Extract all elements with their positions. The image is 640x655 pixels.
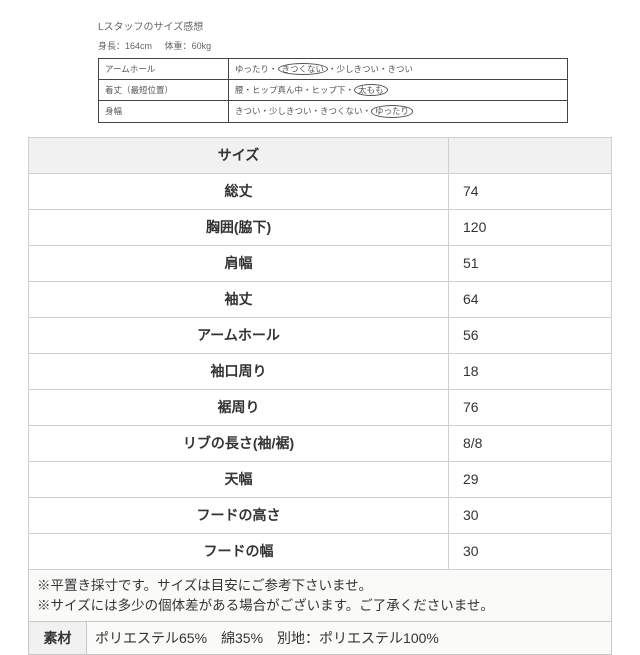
- fit-label: 着丈（最短位置）: [99, 80, 229, 101]
- material-label: 素材: [29, 622, 87, 654]
- fit-label: アームホール: [99, 59, 229, 80]
- size-row: リブの長さ(袖/裾)8/8: [29, 425, 612, 461]
- fit-circled: 太もも: [354, 84, 388, 96]
- size-row: アームホール56: [29, 317, 612, 353]
- fit-row: アームホールゆったり・きつくない・少しきつい・きつい: [99, 59, 568, 80]
- size-row-label: 天幅: [29, 461, 449, 497]
- weight-value: 60kg: [192, 41, 212, 51]
- staff-stats: 身長：164cm 体重：60kg: [98, 39, 612, 52]
- size-row-value: 29: [449, 461, 612, 497]
- size-row-value: 56: [449, 317, 612, 353]
- note-line-1: ※平置き採寸です。サイズは目安にご参考下さいませ。: [37, 578, 372, 593]
- fit-options: きつい・少しきつい・きつくない・ゆったり: [229, 101, 568, 122]
- size-row: 肩幅51: [29, 245, 612, 281]
- size-row-value: 120: [449, 209, 612, 245]
- size-row: 天幅29: [29, 461, 612, 497]
- size-row: フードの高さ30: [29, 497, 612, 533]
- size-row: 胸囲(脇下)120: [29, 209, 612, 245]
- fit-options: ゆったり・きつくない・少しきつい・きつい: [229, 59, 568, 80]
- size-row-value: 18: [449, 353, 612, 389]
- height-label: 身長：: [98, 41, 125, 51]
- material-row: 素材 ポリエステル65% 綿35% 別地：ポリエステル100%: [29, 622, 612, 654]
- size-row: 袖口周り18: [29, 353, 612, 389]
- size-row-label: 袖口周り: [29, 353, 449, 389]
- size-row-value: 51: [449, 245, 612, 281]
- fit-circled: ゆったり: [371, 105, 413, 117]
- fit-row: 着丈（最短位置）腰・ヒップ真ん中・ヒップ下・太もも: [99, 80, 568, 101]
- fit-label: 身幅: [99, 101, 229, 122]
- note-line-2: ※サイズには多少の個体差がある場合がございます。ご了承くださいませ。: [37, 598, 494, 613]
- fit-pre: 腰・ヒップ真ん中・ヒップ下・: [235, 85, 354, 95]
- size-row-label: 総丈: [29, 173, 449, 209]
- size-header: サイズ: [29, 137, 449, 173]
- fit-options: 腰・ヒップ真ん中・ヒップ下・太もも: [229, 80, 568, 101]
- fit-post: ・少しきつい・きつい: [328, 64, 413, 74]
- size-row-value: 76: [449, 389, 612, 425]
- size-table: サイズ総丈74胸囲(脇下)120肩幅51袖丈64アームホール56袖口周り18裾周…: [28, 137, 612, 570]
- size-row-label: フードの幅: [29, 533, 449, 569]
- size-row-label: 裾周り: [29, 389, 449, 425]
- size-header-row: サイズ: [29, 137, 612, 173]
- fit-circled: きつくない: [278, 63, 329, 75]
- size-row-label: 胸囲(脇下): [29, 209, 449, 245]
- fit-row: 身幅きつい・少しきつい・きつくない・ゆったり: [99, 101, 568, 122]
- weight-label: 体重：: [165, 41, 192, 51]
- staff-impression-title: Lスタッフのサイズ感想: [98, 18, 612, 33]
- size-row: フードの幅30: [29, 533, 612, 569]
- notes-box: ※平置き採寸です。サイズは目安にご参考下さいませ。 ※サイズには多少の個体差があ…: [28, 570, 612, 623]
- size-row-value: 30: [449, 533, 612, 569]
- height-value: 164cm: [125, 41, 152, 51]
- size-row-value: 8/8: [449, 425, 612, 461]
- size-row-label: フードの高さ: [29, 497, 449, 533]
- size-row: 総丈74: [29, 173, 612, 209]
- size-row-label: リブの長さ(袖/裾): [29, 425, 449, 461]
- fit-pre: ゆったり・: [235, 64, 278, 74]
- size-row-value: 64: [449, 281, 612, 317]
- size-row: 袖丈64: [29, 281, 612, 317]
- size-row-value: 30: [449, 497, 612, 533]
- fit-pre: きつい・少しきつい・きつくない・: [235, 106, 371, 116]
- fit-feel-table: アームホールゆったり・きつくない・少しきつい・きつい着丈（最短位置）腰・ヒップ真…: [98, 58, 568, 123]
- size-row-label: 肩幅: [29, 245, 449, 281]
- material-value: ポリエステル65% 綿35% 別地：ポリエステル100%: [87, 622, 612, 654]
- size-row-label: 袖丈: [29, 281, 449, 317]
- size-header-blank: [449, 137, 612, 173]
- material-table: 素材 ポリエステル65% 綿35% 別地：ポリエステル100%: [28, 622, 612, 655]
- size-row: 裾周り76: [29, 389, 612, 425]
- size-row-label: アームホール: [29, 317, 449, 353]
- size-row-value: 74: [449, 173, 612, 209]
